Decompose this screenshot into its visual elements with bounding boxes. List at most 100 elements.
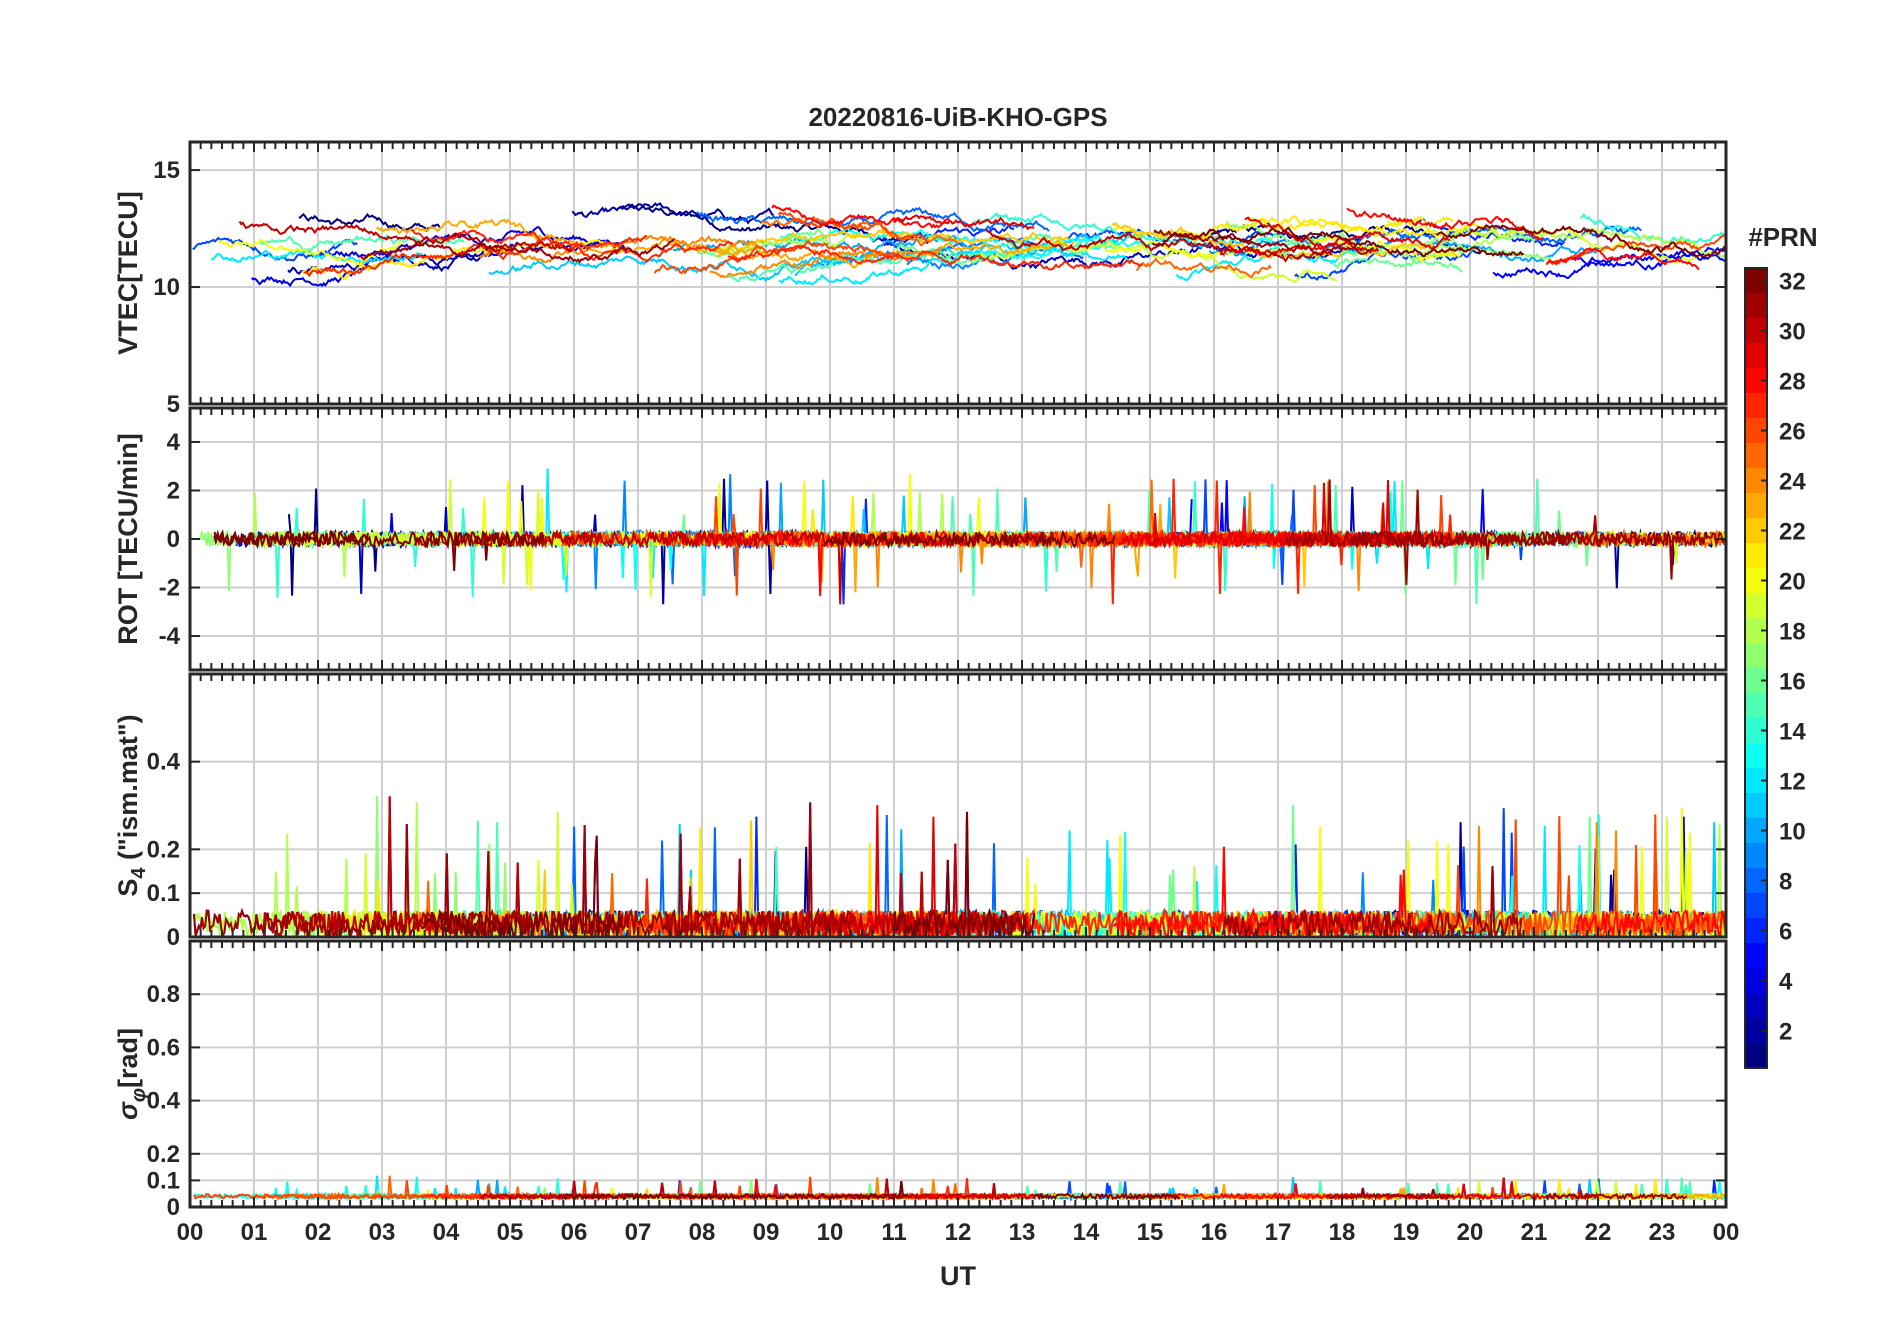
colorbar-band — [1745, 943, 1767, 969]
series-prn-3 — [1020, 242, 1373, 270]
colorbar-tick-label: 28 — [1779, 369, 1806, 396]
colorbar-tick-label: 12 — [1779, 769, 1806, 796]
series-prn-31 — [1221, 866, 1523, 937]
colorbar-band — [1745, 518, 1767, 544]
x-tick-label: 04 — [433, 1219, 460, 1246]
series-prn-5 — [1492, 249, 1726, 280]
y-axis-label: ROT [TECU/min] — [113, 433, 143, 644]
y-tick-label: 0.8 — [147, 981, 180, 1008]
y-tick-label: 0.4 — [147, 1088, 181, 1115]
series-prn-27 — [727, 244, 1143, 271]
series-prn-29 — [1119, 480, 1427, 550]
y-tick-label: 0 — [167, 526, 180, 553]
series-prn-22 — [716, 229, 1069, 258]
series-prn-32 — [1151, 226, 1525, 258]
series-prn-2 — [571, 202, 774, 225]
panel-s4: 0 0.1 0.2 0.4S4 ("ism.mat") — [113, 672, 1728, 951]
x-tick-label: 20 — [1457, 1219, 1484, 1246]
colorbar-tick-label: 20 — [1779, 569, 1806, 596]
colorbar-tick-label: 6 — [1779, 919, 1792, 946]
series-prn-29 — [892, 214, 1035, 231]
y-tick-label: 0.6 — [147, 1034, 180, 1061]
x-tick-label: 13 — [1009, 1219, 1036, 1246]
series-prn-28 — [771, 204, 950, 229]
x-ticks — [189, 674, 1727, 937]
chart-title: 20220816-UiB-KHO-GPS — [808, 102, 1107, 132]
colorbar-band — [1745, 843, 1767, 869]
series-prn-31 — [1353, 529, 1726, 580]
colorbar-tick-label: 16 — [1779, 669, 1806, 696]
colorbar-band — [1745, 968, 1767, 994]
colorbar-band — [1745, 493, 1767, 519]
series-prn-12 — [1175, 242, 1390, 282]
series-prn-16 — [1333, 257, 1463, 273]
colorbar-band — [1745, 593, 1767, 619]
y-tick-label: -2 — [159, 575, 180, 602]
x-ticks — [189, 408, 1727, 670]
series-prn-25 — [1135, 257, 1272, 279]
y-axis-label: S4 ("ism.mat") — [113, 714, 150, 896]
colorbar-band — [1745, 793, 1767, 819]
series-group — [197, 468, 1726, 605]
panel-sigma: 00.10.2 0.4 0.6 0.8 σφ[rad] — [113, 939, 1728, 1221]
x-tick-label: 02 — [305, 1219, 332, 1246]
grid — [190, 941, 1726, 1207]
series-prn-30 — [413, 528, 601, 549]
series-prn-6 — [882, 224, 1015, 246]
x-tick-label: 16 — [1201, 1219, 1228, 1246]
series-prn-31 — [1153, 229, 1375, 257]
y-tick-label: 0 — [167, 924, 180, 951]
series-prn-31 — [1325, 1187, 1455, 1201]
x-tick-label: 10 — [817, 1219, 844, 1246]
series-prn-30 — [985, 229, 1333, 263]
colorbar-band — [1745, 643, 1767, 669]
series-prn-24 — [709, 247, 941, 279]
colorbar-band — [1745, 293, 1767, 319]
x-tick-label: 15 — [1137, 1219, 1164, 1246]
series-prn-13 — [780, 227, 1154, 251]
grid — [190, 142, 1726, 404]
series-prn-31 — [1285, 479, 1641, 585]
colorbar-band — [1745, 268, 1767, 294]
colorbar-band — [1745, 543, 1767, 569]
series-group — [193, 1175, 1726, 1203]
colorbar-band — [1745, 368, 1767, 394]
colorbar-tick-label: 30 — [1779, 319, 1806, 346]
y-tick-label: 0.2 — [147, 836, 180, 863]
colorbar-title: #PRN — [1748, 222, 1817, 252]
series-prn-5 — [1569, 246, 1726, 271]
series-prn-18 — [714, 232, 868, 253]
x-tick-label: 07 — [625, 1219, 652, 1246]
series-prn-28 — [1346, 207, 1543, 241]
series-prn-21 — [1247, 215, 1454, 234]
series-prn-32 — [1436, 223, 1726, 259]
x-tick-label: 00 — [177, 1219, 204, 1246]
x-tick-label: 23 — [1649, 1219, 1676, 1246]
colorbar-band — [1745, 393, 1767, 419]
series-prn-31 — [559, 802, 853, 937]
series-prn-30 — [238, 220, 574, 253]
colorbar-band — [1745, 618, 1767, 644]
series-prn-24 — [479, 234, 762, 264]
series-prn-32 — [213, 529, 370, 548]
x-ticks — [189, 142, 1727, 404]
colorbar-tick-label: 2 — [1779, 1019, 1792, 1046]
colorbar-band — [1745, 443, 1767, 469]
colorbar-band — [1745, 868, 1767, 894]
x-axis: 00 01 02 03 04 05 06 07 08 09 10 11 12 13 14 15 16 17 18 19… — [177, 1219, 1740, 1246]
colorbar-band — [1745, 343, 1767, 369]
series-prn-31 — [1545, 1192, 1688, 1201]
series-prn-31 — [359, 238, 675, 264]
colorbar-band — [1745, 993, 1767, 1019]
series-prn-1 — [298, 212, 441, 233]
colorbar-tick-label: 26 — [1779, 419, 1806, 446]
colorbar-tick-label: 22 — [1779, 519, 1806, 546]
x-tick-label: 01 — [241, 1219, 268, 1246]
series-prn-32 — [1033, 1192, 1181, 1201]
colorbar-tick-label: 10 — [1779, 819, 1806, 846]
y-tick-label: 4 — [167, 429, 181, 456]
colorbar-band — [1745, 568, 1767, 594]
colorbar-tick-label: 18 — [1779, 619, 1806, 646]
y-tick-label: 5 — [167, 391, 180, 418]
